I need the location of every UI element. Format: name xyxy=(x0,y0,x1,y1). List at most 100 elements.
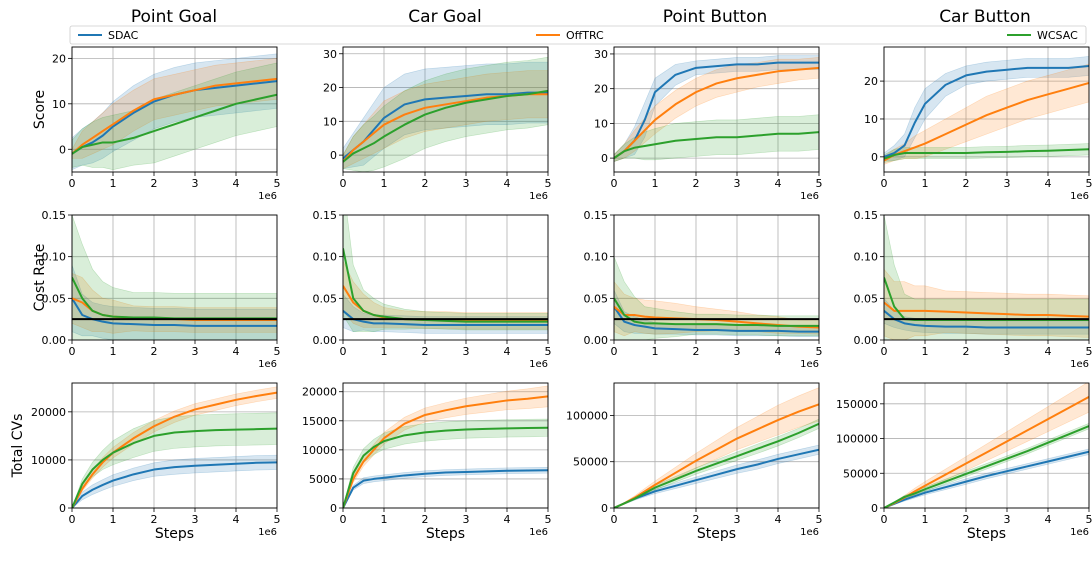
x-tick-label: 3 xyxy=(192,513,199,526)
x-tick-label: 4 xyxy=(504,513,511,526)
y-tick-label: 100000 xyxy=(836,433,878,446)
x-tick-label: 5 xyxy=(816,177,823,190)
x-multiplier-label: 1e6 xyxy=(800,527,819,538)
band-wcsac xyxy=(884,215,1089,340)
legend: SDAC OffTRC WCSAC xyxy=(69,25,1087,45)
x-tick-label: 5 xyxy=(816,513,823,526)
x-tick-label: 1 xyxy=(652,177,659,190)
y-tick-label: 10 xyxy=(323,115,337,128)
band-offtrc xyxy=(72,386,277,508)
x-tick-label: 1 xyxy=(652,513,659,526)
series-line-offtrc xyxy=(614,66,819,159)
y-tick-label: 0 xyxy=(601,502,608,515)
legend-label-sdac: SDAC xyxy=(108,29,139,42)
x-tick-label: 2 xyxy=(422,513,429,526)
y-axis-label: Cost Rate xyxy=(32,244,48,312)
series-line-sdac xyxy=(884,310,1089,329)
band-offtrc xyxy=(884,268,1089,340)
plot-area xyxy=(884,383,1089,508)
y-tick-label: 0.15 xyxy=(854,209,879,222)
y-tick-label: 0 xyxy=(59,502,66,515)
x-tick-label: 3 xyxy=(1004,513,1011,526)
y-tick-label: 0 xyxy=(871,502,878,515)
series-line-offtrc xyxy=(884,82,1089,162)
x-tick-label: 4 xyxy=(233,513,240,526)
y-tick-label: 0.05 xyxy=(584,292,609,305)
series-line-wcsac xyxy=(614,422,819,508)
y-tick-label: 0.05 xyxy=(313,292,338,305)
y-tick-label: 10000 xyxy=(31,454,66,467)
y-tick-label: 0 xyxy=(59,143,66,156)
band-sdac xyxy=(884,56,1089,161)
y-tick-label: 100000 xyxy=(566,409,608,422)
band-sdac xyxy=(343,61,548,169)
x-multiplier-label: 1e6 xyxy=(529,359,548,370)
series-line-wcsac xyxy=(72,93,277,155)
axes-frame xyxy=(342,46,549,173)
x-multiplier-label: 1e6 xyxy=(1070,527,1089,538)
x-tick-label: 4 xyxy=(504,177,511,190)
y-tick-label: 5000 xyxy=(309,473,337,486)
series-line-sdac xyxy=(614,306,819,333)
x-tick-label: 0 xyxy=(69,177,76,190)
plot-area xyxy=(343,215,548,334)
axes-frame xyxy=(883,382,1090,509)
legend-label-offtrc: OffTRC xyxy=(566,29,604,42)
x-multiplier-label: 1e6 xyxy=(258,359,277,370)
x-tick-label: 1 xyxy=(110,513,117,526)
band-offtrc xyxy=(614,387,819,508)
y-tick-label: 0.15 xyxy=(584,209,609,222)
x-tick-label: 2 xyxy=(693,513,700,526)
y-tick-label: 0.00 xyxy=(854,334,879,347)
x-axis-label: Steps xyxy=(155,526,194,542)
axes-frame xyxy=(71,382,278,509)
axes-frame xyxy=(613,382,820,509)
x-tick-label: 4 xyxy=(1045,513,1052,526)
series-line-wcsac xyxy=(343,89,548,163)
y-tick-label: 20 xyxy=(594,83,608,96)
y-tick-label: 0.00 xyxy=(42,334,67,347)
series-line-offtrc xyxy=(884,396,1089,508)
y-tick-label: 50000 xyxy=(573,456,608,469)
x-tick-label: 3 xyxy=(1004,345,1011,358)
x-tick-label: 0 xyxy=(69,513,76,526)
y-tick-label: 10 xyxy=(52,98,66,111)
band-sdac xyxy=(72,454,277,508)
y-tick-label: 0 xyxy=(330,149,337,162)
x-tick-label: 3 xyxy=(734,513,741,526)
x-axis-label: Steps xyxy=(967,526,1006,542)
axes-frame xyxy=(71,214,278,341)
axes-frame xyxy=(613,46,820,173)
y-tick-label: 0 xyxy=(601,152,608,165)
x-tick-label: 3 xyxy=(734,345,741,358)
x-tick-label: 4 xyxy=(775,177,782,190)
x-tick-label: 2 xyxy=(963,345,970,358)
axes-frame xyxy=(613,214,820,341)
y-tick-label: 30 xyxy=(323,48,337,61)
x-tick-label: 1 xyxy=(381,513,388,526)
series-line-offtrc xyxy=(884,301,1089,318)
x-tick-label: 0 xyxy=(881,345,888,358)
x-tick-label: 2 xyxy=(151,345,158,358)
y-tick-label: 15000 xyxy=(302,415,337,428)
x-tick-label: 5 xyxy=(545,345,552,358)
plot-area xyxy=(72,215,277,340)
series-line-sdac xyxy=(72,461,277,508)
band-wcsac xyxy=(72,62,277,171)
y-tick-label: 10 xyxy=(594,117,608,130)
series-line-wcsac xyxy=(884,425,1089,508)
series-line-sdac xyxy=(343,310,548,326)
x-tick-label: 5 xyxy=(274,177,281,190)
legend-label-wcsac: WCSAC xyxy=(1037,29,1078,42)
plot-area xyxy=(884,56,1089,165)
plot-area xyxy=(614,387,819,508)
x-tick-label: 0 xyxy=(881,513,888,526)
band-offtrc xyxy=(343,260,548,330)
band-offtrc xyxy=(614,281,819,337)
y-tick-label: 10000 xyxy=(302,444,337,457)
series-line-wcsac xyxy=(72,427,277,508)
axes-frame xyxy=(71,46,278,173)
x-tick-label: 1 xyxy=(110,177,117,190)
